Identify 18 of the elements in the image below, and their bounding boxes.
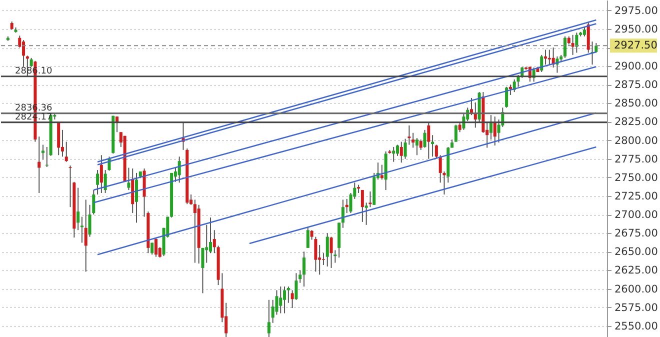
y-tick-label: 2800.00: [614, 134, 658, 147]
y-tick-label: 2975.00: [614, 4, 658, 17]
y-tick-label: 2575.00: [614, 302, 658, 314]
y-tick-label: 2700.00: [614, 209, 658, 222]
y-tick-label: 2675.00: [614, 228, 658, 240]
y-tick-label: 2900.00: [614, 60, 658, 73]
y-tick-label: 2725.00: [614, 190, 658, 202]
y-tick-label: 2550.00: [614, 320, 658, 332]
ref-line-label: 2927.50: [614, 40, 658, 52]
y-tick-label: 2625.00: [614, 264, 658, 277]
y-tick-label: 2950.00: [614, 23, 658, 36]
y-tick-label: 2750.00: [614, 172, 658, 184]
y-tick-label: 2850.00: [614, 98, 658, 110]
y-tick-label: 2600.00: [614, 283, 658, 296]
y-tick-label: 2825.00: [614, 116, 658, 128]
y-tick-label: 2775.00: [614, 153, 658, 166]
y-tick-label: 2875.00: [614, 79, 658, 92]
y-tick-label: 2650.00: [614, 246, 658, 258]
